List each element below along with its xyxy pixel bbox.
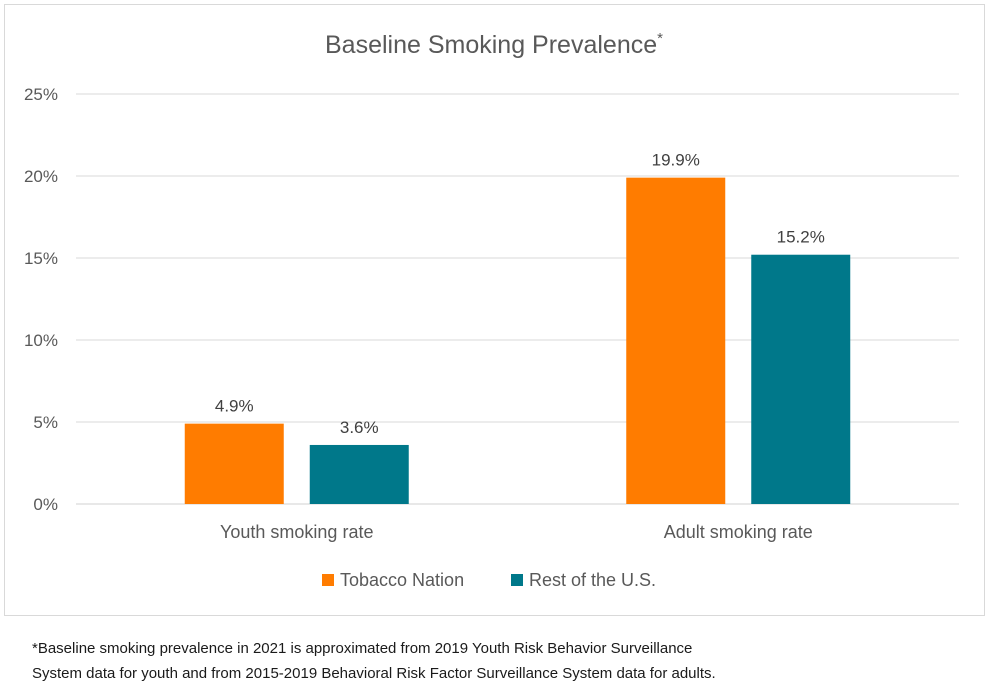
data-label: 3.6% <box>340 418 379 437</box>
legend-swatch <box>322 574 334 586</box>
x-category-label: Youth smoking rate <box>220 522 373 542</box>
data-labels: 4.9% 3.6% 19.9% 15.2% <box>215 151 825 437</box>
bars <box>184 177 851 504</box>
bar <box>751 254 851 504</box>
bar <box>309 444 409 504</box>
bar <box>184 423 284 504</box>
chart-title: Baseline Smoking Prevalence* <box>325 30 663 59</box>
legend-label: Tobacco Nation <box>340 570 464 590</box>
footnote-line-1: *Baseline smoking prevalence in 2021 is … <box>32 640 693 657</box>
data-label: 19.9% <box>652 151 700 170</box>
chart-title-text: Baseline Smoking Prevalence <box>325 31 657 59</box>
y-tick-label: 20% <box>24 167 58 186</box>
legend-swatch <box>511 574 523 586</box>
bar <box>626 177 726 504</box>
footnote-line-2: System data for youth and from 2015-2019… <box>32 665 716 682</box>
y-tick-label: 25% <box>24 85 58 104</box>
x-category-label: Adult smoking rate <box>664 522 813 542</box>
footnote: *Baseline smoking prevalence in 2021 is … <box>32 636 972 686</box>
y-tick-label: 15% <box>24 249 58 268</box>
data-label: 4.9% <box>215 397 254 416</box>
y-tick-label: 5% <box>33 413 58 432</box>
y-tick-label: 10% <box>24 331 58 350</box>
x-axis-category-labels: Youth smoking rate Adult smoking rate <box>220 522 813 542</box>
legend-label: Rest of the U.S. <box>529 570 656 590</box>
chart-title-marker: * <box>657 30 663 47</box>
y-axis-tick-labels: 0% 5% 10% 15% 20% 25% <box>24 85 58 514</box>
data-label: 15.2% <box>777 228 825 247</box>
chart-frame <box>4 4 985 616</box>
y-tick-label: 0% <box>33 495 58 514</box>
bar-chart: Baseline Smoking Prevalence* 0% 5% 10% 15% 2… <box>24 30 959 590</box>
legend: Tobacco Nation Rest of the U.S. <box>322 570 656 590</box>
